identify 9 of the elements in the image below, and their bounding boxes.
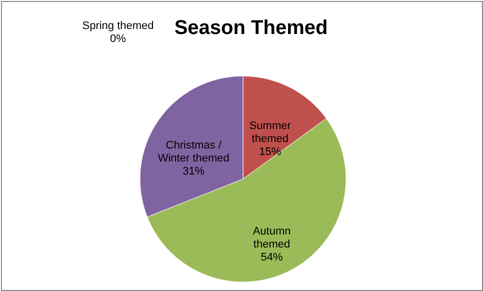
chart-title: Season Themed [174,17,328,39]
data-label: 31% [182,165,205,178]
category-label: Spring themed [82,20,154,32]
slice-label: Christmas / Winter themed [158,139,230,164]
data-label: 54% [260,251,283,264]
slice-label: Summer themed [249,120,292,145]
data-label: 15% [259,146,282,158]
text: 0% [110,33,126,45]
slice-label: Autumn themed [252,225,291,250]
